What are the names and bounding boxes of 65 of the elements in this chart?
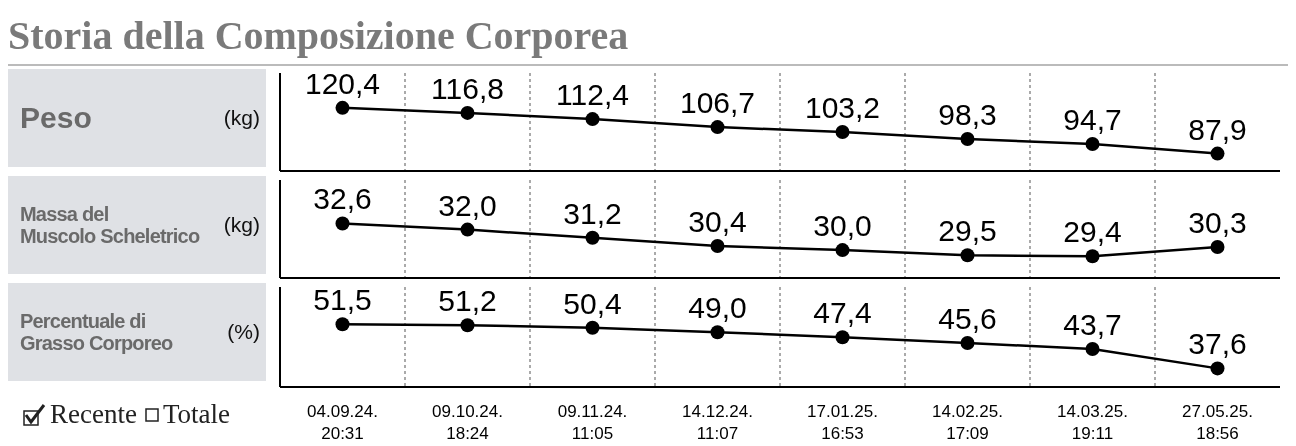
data-label: 98,3 (938, 97, 997, 131)
point (835, 125, 850, 140)
x-tick-label: 09.10.24. 18:24 (432, 402, 503, 443)
point (335, 317, 350, 332)
data-label: 29,5 (938, 214, 997, 248)
point (460, 318, 475, 333)
data-label: 32,6 (313, 182, 372, 216)
point (585, 320, 600, 335)
data-label: 50,4 (563, 286, 622, 320)
data-label: 45,6 (938, 301, 997, 335)
x-tick-label: 14.02.25. 17:09 (932, 402, 1003, 443)
point (1210, 361, 1225, 376)
point (335, 216, 350, 231)
data-label: 112,4 (556, 78, 629, 112)
point (1085, 342, 1100, 357)
chart-title: Storia della Composizione Corporea (8, 8, 1288, 66)
data-label: 94,7 (1063, 103, 1122, 137)
data-label: 43,7 (1063, 308, 1122, 342)
data-label: 30,3 (1188, 206, 1247, 240)
data-label: 32,0 (438, 188, 497, 222)
x-tick-label: 04.09.24. 20:31 (307, 402, 378, 443)
data-label: 30,0 (813, 209, 872, 243)
point (835, 330, 850, 345)
y-axis-title: Peso (20, 101, 92, 135)
data-label: 87,9 (1188, 112, 1247, 146)
x-tick-label: 09.11.24. 11:05 (557, 402, 628, 443)
data-label: 49,0 (688, 291, 747, 325)
text: (%) (227, 320, 260, 344)
x-tick-label: 14.03.25. 19:11 (1057, 402, 1128, 443)
point (1210, 240, 1225, 255)
text: Recente (50, 399, 137, 430)
point (835, 243, 850, 258)
point (585, 230, 600, 245)
data-label: 51,5 (313, 283, 372, 317)
y-axis-title: Percentuale di Grasso Corporeo (20, 310, 173, 354)
point (335, 100, 350, 115)
data-label: 47,4 (813, 296, 872, 330)
data-label: 103,2 (804, 91, 881, 125)
data-label: 37,6 (1188, 327, 1247, 361)
data-label: 51,2 (438, 284, 497, 318)
data-label: 30,4 (688, 205, 747, 239)
point (1085, 137, 1100, 152)
point (460, 105, 475, 120)
point (460, 222, 475, 237)
point (960, 335, 975, 350)
point (1210, 146, 1225, 161)
point (1085, 249, 1100, 264)
y-axis-title: Massa del Muscolo Scheletrico (20, 203, 200, 247)
x-tick-label: 27.05.25. 18:56 (1182, 402, 1253, 443)
data-label: 106,7 (679, 86, 756, 120)
point (585, 112, 600, 127)
data-label: 120,4 (304, 66, 381, 100)
x-tick-label: 17.01.25. 16:53 (807, 402, 878, 443)
point (710, 239, 725, 254)
x-tick-label: 14.12.24. 11:07 (682, 402, 753, 443)
point (710, 120, 725, 135)
data-label: 29,4 (1063, 215, 1122, 249)
data-label: 116,8 (431, 71, 504, 105)
point (960, 248, 975, 263)
data-label: 31,2 (563, 196, 622, 230)
point (960, 131, 975, 146)
text: Totale (162, 399, 231, 430)
text: (kg) (223, 213, 260, 237)
point (710, 325, 725, 340)
text: (kg) (223, 106, 260, 130)
